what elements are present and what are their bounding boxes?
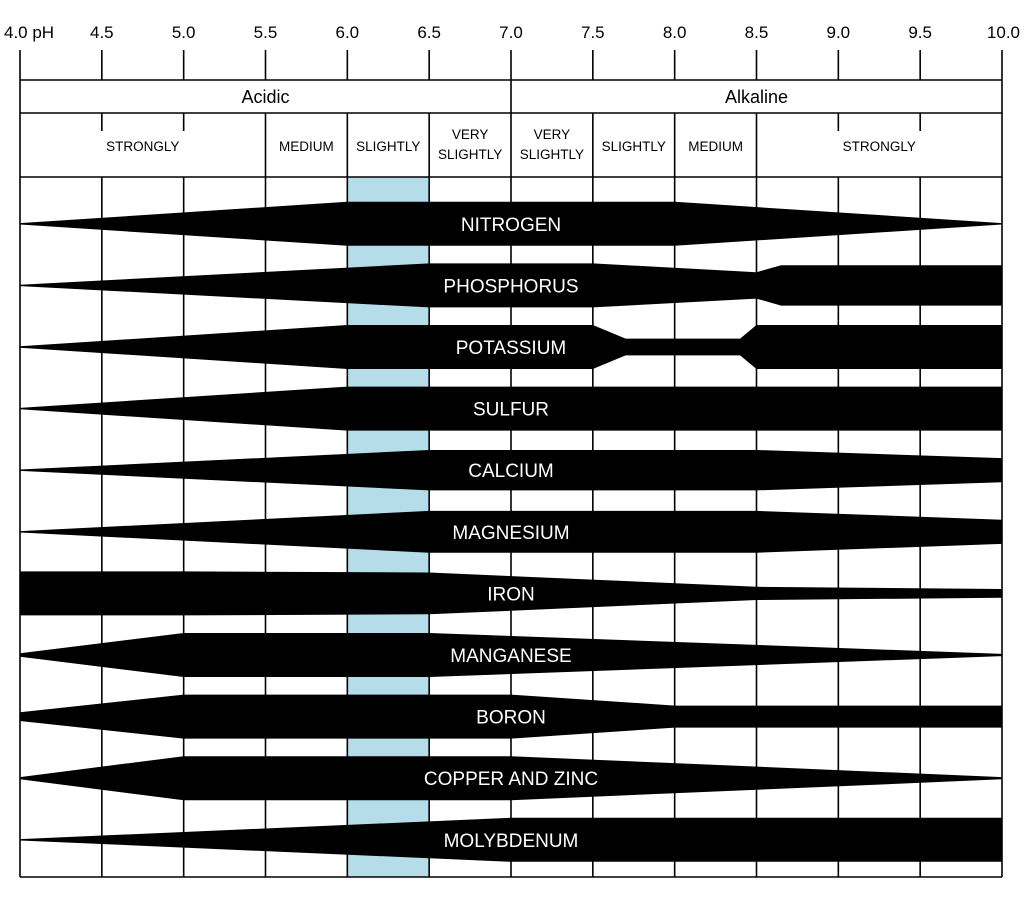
nutrient-band: [20, 756, 1002, 801]
ph-tick-label: 7.5: [581, 23, 605, 42]
nutrient-band-row: CALCIUM: [20, 450, 1002, 491]
nutrient-bands: NITROGEN PHOSPHORUS POTASSIUM SULFUR CALCIUM…: [20, 201, 1002, 862]
acidity-degree-label: SLIGHTLY: [438, 147, 502, 162]
nutrient-band: [20, 633, 1002, 677]
nutrient-band: [20, 571, 1002, 616]
nutrient-band-row: COPPER AND ZINC: [20, 756, 1002, 801]
ph-group-label: Alkaline: [725, 87, 788, 107]
nutrient-band-row: IRON: [20, 571, 1002, 616]
nutrient-band-row: PHOSPHORUS: [20, 263, 1002, 308]
ph-tick-label: 6.5: [417, 23, 441, 42]
nutrient-label: COPPER AND ZINC: [424, 769, 598, 790]
nutrient-label: IRON: [487, 584, 535, 605]
acidity-degree-label: SLIGHTLY: [520, 147, 584, 162]
ph-tick-label: 5.0: [172, 23, 196, 42]
ph-tick-label: 8.5: [745, 23, 769, 42]
nutrient-band: [20, 510, 1002, 553]
acidity-degree-label: VERY: [534, 127, 571, 142]
acidity-degree-label: MEDIUM: [688, 139, 743, 154]
ph-tick-label: 9.0: [827, 23, 851, 42]
nutrient-label: BORON: [476, 708, 546, 729]
nutrient-label: CALCIUM: [468, 461, 554, 482]
header-layer: Acidic Alkaline STRONGLY MEDIUM SLIGHTLY VERY…: [106, 87, 916, 162]
nutrient-label: MOLYBDENUM: [444, 831, 579, 852]
nutrient-band-row: SULFUR: [20, 386, 1002, 431]
ph-tick-label: 4.5: [90, 23, 114, 42]
nutrient-label: MANGANESE: [450, 646, 571, 667]
ph-tick-label: 8.0: [663, 23, 687, 42]
ph-tick-label: 4.0 pH: [4, 23, 54, 42]
nutrient-band: [20, 325, 1002, 369]
nutrient-band-row: POTASSIUM: [20, 325, 1002, 369]
nutrient-band: [20, 694, 1002, 739]
nutrient-band-row: NITROGEN: [20, 201, 1002, 246]
acidity-degree-label: VERY: [452, 127, 489, 142]
nutrient-band-row: MANGANESE: [20, 633, 1002, 677]
nutrient-label: SULFUR: [473, 400, 549, 421]
acidity-degree-label: SLIGHTLY: [356, 139, 420, 154]
nutrient-band-row: BORON: [20, 694, 1002, 739]
acidity-degree-label: STRONGLY: [843, 139, 916, 154]
nutrient-label: NITROGEN: [461, 215, 561, 236]
ph-tick-label: 5.5: [254, 23, 278, 42]
nutrient-label: MAGNESIUM: [452, 523, 569, 544]
nutrient-label: PHOSPHORUS: [443, 276, 578, 297]
ph-tick-labels: 4.0 pH 4.5 5.0 5.5 6.0 6.5 7.0 7.5 8.0 8.5 9.0 9.5 1…: [4, 23, 1020, 42]
ph-tick-label: 9.5: [908, 23, 932, 42]
ph-tick-label: 10.0: [987, 23, 1020, 42]
ph-tick-label: 6.0: [336, 23, 360, 42]
nutrient-band-row: MAGNESIUM: [20, 510, 1002, 553]
acidity-degree-label: SLIGHTLY: [602, 139, 666, 154]
nutrient-band: [20, 386, 1002, 431]
nutrient-band: [20, 201, 1002, 246]
acidity-degree-label: STRONGLY: [106, 139, 179, 154]
nutrient-band: [20, 263, 1002, 308]
ph-group-label: Acidic: [241, 87, 289, 107]
nutrient-band: [20, 817, 1002, 862]
nutrient-label: POTASSIUM: [456, 338, 567, 359]
ph-tick-label: 7.0: [499, 23, 523, 42]
acidity-degree-label: MEDIUM: [279, 139, 334, 154]
nutrient-band: [20, 450, 1002, 491]
nutrient-band-row: MOLYBDENUM: [20, 817, 1002, 862]
